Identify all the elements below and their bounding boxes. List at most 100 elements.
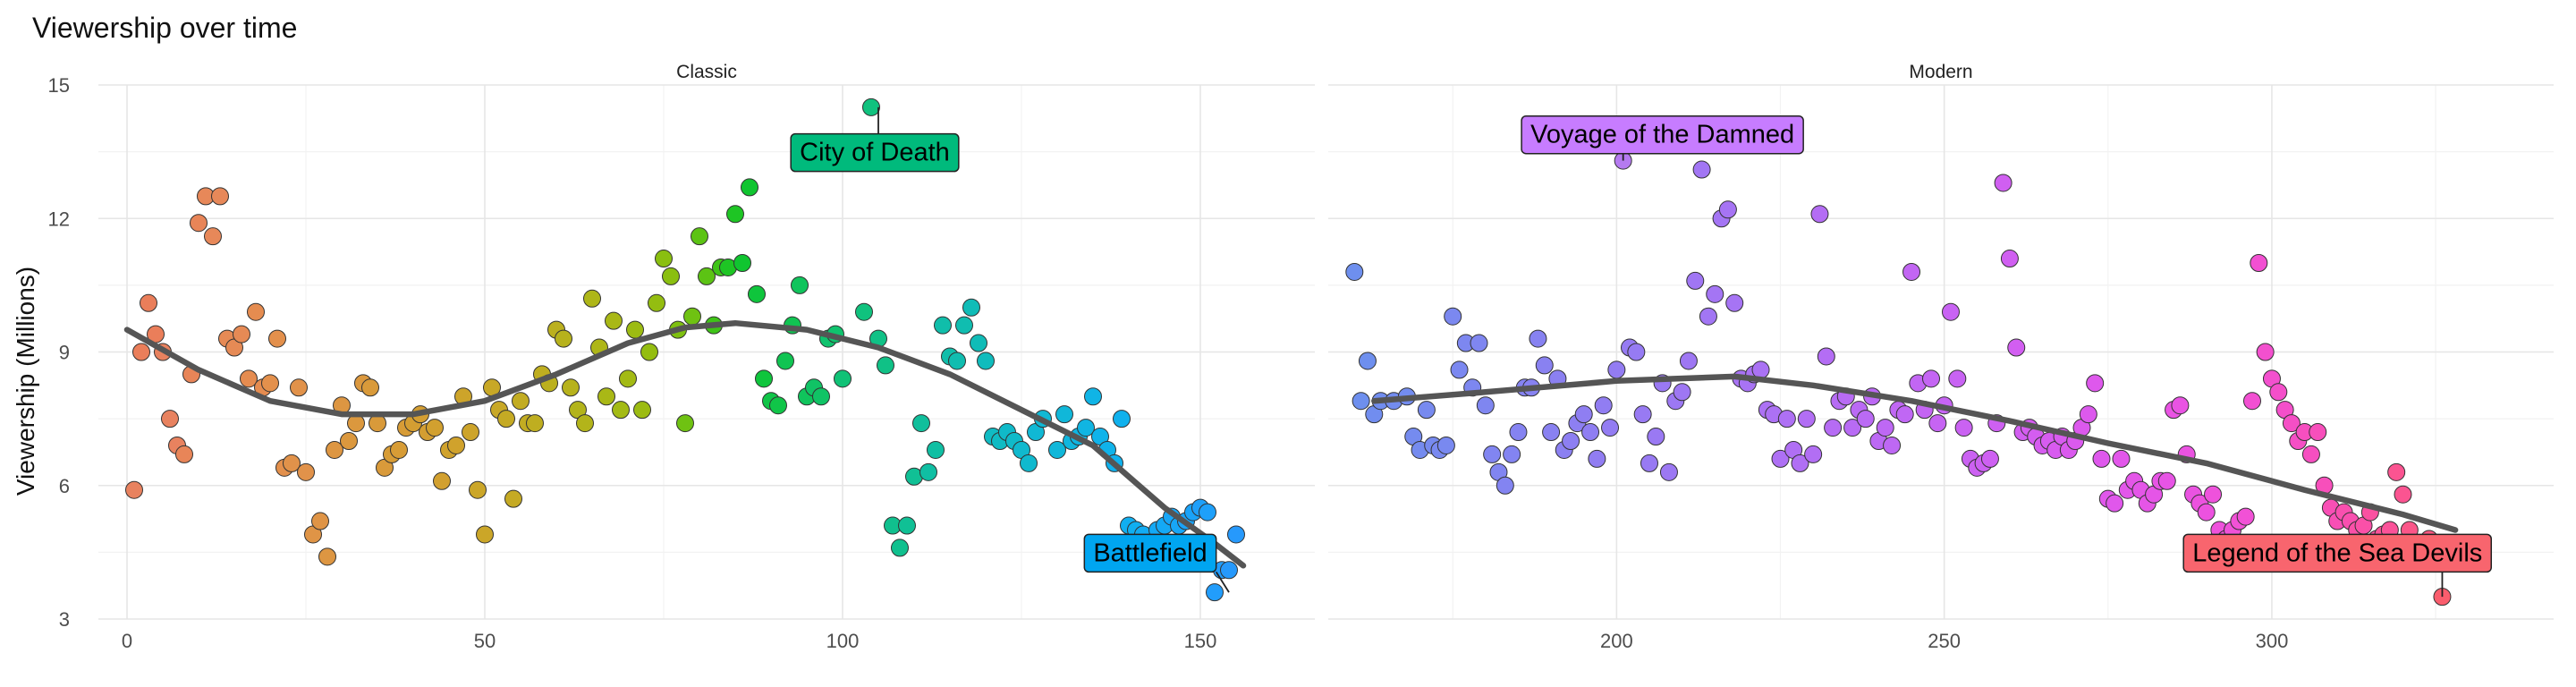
data-point [2197,503,2216,522]
data-point [1444,307,1462,326]
data-point [390,440,408,459]
data-point [204,227,222,246]
data-point [1535,356,1554,375]
data-point [698,267,716,285]
y-tick-label: 15 [48,74,70,97]
trend-line [123,319,1247,569]
annotation: City of Death [790,106,960,173]
data-point [555,329,572,348]
data-point [962,298,980,317]
data-point [655,250,673,268]
data-point [297,462,315,481]
data-point [2204,485,2223,504]
chart-title: Viewership over time [32,12,297,44]
annotation-connector [1215,571,1230,593]
x-tick-label: 100 [826,630,860,652]
data-point [261,374,279,393]
data-point [1581,423,1600,442]
data-point [140,293,157,312]
data-point [1055,405,1073,424]
data-point [1509,423,1528,442]
data-point [161,410,179,428]
data-point [1751,360,1770,379]
annotation-box [2182,533,2493,573]
data-point [970,334,987,352]
x-tick-label: 200 [1600,630,1633,652]
data-point [2079,405,2097,424]
data-point [812,387,830,406]
data-point [512,392,530,411]
data-point [1922,369,1941,388]
data-point [1199,503,1216,522]
data-point [240,369,258,388]
data-point [1679,352,1698,370]
data-point [1948,369,1967,388]
data-point [340,432,358,450]
data-point [891,539,909,557]
data-point [1450,360,1469,379]
facet-strip-label: Modern [1909,62,1972,82]
annotation-label: Battlefield [1093,539,1207,567]
data-point [1640,454,1658,472]
data-point [1503,445,1521,463]
data-point [862,98,880,116]
data-point [2092,449,2111,468]
data-point [290,378,308,397]
data-point [676,414,694,433]
data-point [1542,423,1561,442]
data-point [1954,419,1973,437]
data-point [1436,436,1455,454]
data-point [1483,445,1502,463]
data-point [2086,374,2105,393]
data-point [476,525,494,544]
data-point [1824,419,1843,437]
annotation-label: Legend of the Sea Devils [2192,539,2482,567]
data-point [683,307,701,326]
data-point [369,414,386,433]
data-point [898,516,916,535]
data-point [1633,405,1652,424]
data-point [1902,262,1921,281]
data-point [1588,449,1606,468]
data-point [504,489,522,508]
data-point [190,214,208,233]
data-point [1777,410,1796,428]
data-point [791,276,809,294]
data-point [1692,160,1711,179]
data-point [2106,494,2124,513]
panel-modern: 200 250 300 Modern Voyage of the Damned Legen… [1328,62,2554,652]
data-point [912,414,930,433]
data-point [948,352,966,370]
data-point [1856,410,1875,428]
data-point [1928,414,1947,433]
data-point [247,302,265,321]
y-tick-label: 3 [59,608,70,631]
data-point [1797,410,1816,428]
annotation-label: City of Death [800,139,950,167]
data-point [1895,405,1914,424]
data-point [2269,383,2288,402]
data-point [1699,307,1717,326]
data-point [1843,419,1862,437]
data-point [605,311,623,330]
data-point [1771,449,1790,468]
data-point [733,254,751,272]
data-point [1227,525,1245,544]
data-point [175,445,193,463]
data-point [1791,454,1809,472]
data-point [1876,419,1894,437]
data-point [426,419,444,437]
data-point [877,356,894,375]
data-point [268,329,286,348]
data-point [326,440,343,459]
annotation: Battlefield [1083,533,1230,593]
data-point [1529,329,1547,348]
x-tick-label: 250 [1928,630,1961,652]
annotation-box [790,132,960,173]
data-point [562,378,580,397]
data-point [2256,343,2275,361]
data-point [1718,200,1737,219]
